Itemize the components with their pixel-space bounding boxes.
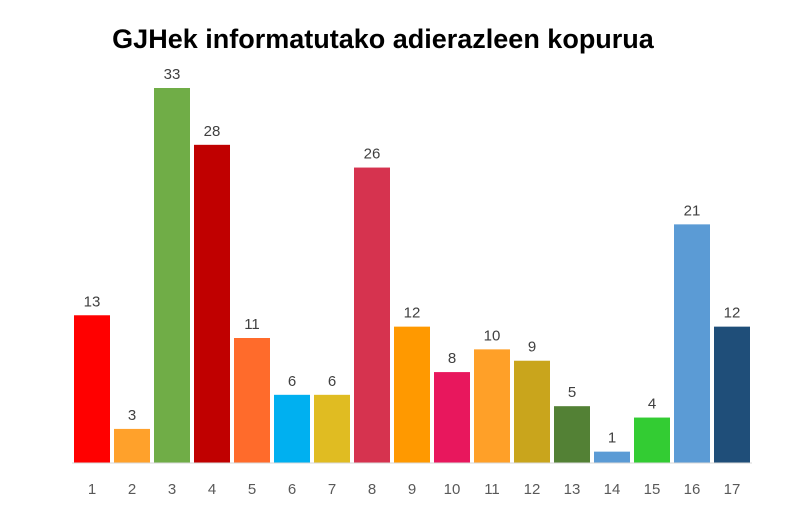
value-label-11: 10 <box>484 327 501 344</box>
x-tick-labels-group: 1 2 3 4 5 6 7 8 9 10 11 12 13 14 15 16 17 <box>88 481 741 498</box>
x-tick-label-13: 13 <box>564 481 581 498</box>
x-tick-label-1: 1 <box>88 481 96 498</box>
bar-2 <box>114 428 150 463</box>
bar-5 <box>234 338 270 463</box>
x-tick-label-9: 9 <box>408 481 416 498</box>
bar-12 <box>514 360 550 463</box>
x-tick-label-5: 5 <box>248 481 256 498</box>
x-tick-label-12: 12 <box>524 481 541 498</box>
bar-17 <box>714 326 750 463</box>
value-label-6: 6 <box>288 373 296 390</box>
x-tick-label-3: 3 <box>168 481 176 498</box>
x-tick-label-11: 11 <box>484 481 500 498</box>
bar-8 <box>354 167 390 464</box>
value-label-5: 11 <box>244 316 260 333</box>
x-tick-label-14: 14 <box>604 481 621 498</box>
value-label-15: 4 <box>648 396 656 413</box>
x-tick-label-15: 15 <box>644 481 661 498</box>
bar-16 <box>674 224 710 463</box>
bar-9 <box>394 326 430 463</box>
value-label-14: 1 <box>608 430 616 447</box>
chart-title: GJHek informatutako adierazleen kopurua <box>112 24 655 54</box>
value-label-16: 21 <box>684 202 701 219</box>
bars-group <box>74 88 750 464</box>
value-label-3: 33 <box>164 66 181 83</box>
value-label-12: 9 <box>528 339 536 356</box>
x-tick-label-17: 17 <box>724 481 741 498</box>
value-label-1: 13 <box>84 293 101 310</box>
value-label-8: 26 <box>364 146 381 163</box>
value-label-17: 12 <box>724 305 741 322</box>
value-label-7: 6 <box>328 373 336 390</box>
bar-11 <box>474 349 510 463</box>
value-label-10: 8 <box>448 350 456 367</box>
bar-7 <box>314 394 350 463</box>
bar-10 <box>434 372 470 463</box>
bar-13 <box>554 406 590 463</box>
x-tick-label-4: 4 <box>208 481 216 498</box>
bar-15 <box>634 417 670 463</box>
x-tick-label-16: 16 <box>684 481 701 498</box>
value-label-2: 3 <box>128 407 136 424</box>
value-label-4: 28 <box>204 123 221 140</box>
value-label-9: 12 <box>404 305 421 322</box>
bar-3 <box>154 88 190 463</box>
x-tick-label-8: 8 <box>368 481 376 498</box>
bar-1 <box>74 315 110 463</box>
x-tick-label-10: 10 <box>444 481 461 498</box>
bar-14 <box>594 451 630 463</box>
x-tick-label-6: 6 <box>288 481 296 498</box>
bar-4 <box>194 144 230 463</box>
x-tick-label-2: 2 <box>128 481 136 498</box>
bar-6 <box>274 394 310 463</box>
x-tick-label-7: 7 <box>328 481 336 498</box>
value-label-13: 5 <box>568 384 576 401</box>
